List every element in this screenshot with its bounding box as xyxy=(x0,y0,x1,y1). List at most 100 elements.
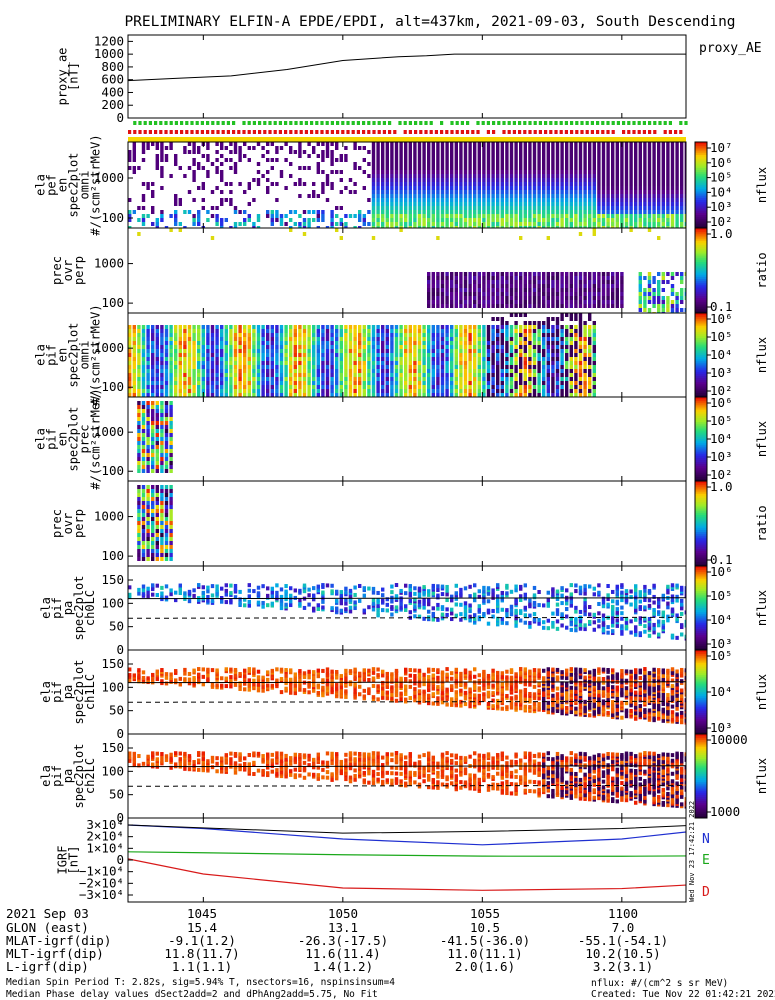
spectrogram-cell xyxy=(569,345,573,349)
spectrogram-cell xyxy=(261,353,265,357)
spectrogram-cell xyxy=(588,142,592,146)
spectrogram-cell xyxy=(436,206,440,210)
spectrogram-cell xyxy=(266,142,270,146)
spectrogram-cell xyxy=(371,178,376,182)
spectrogram-cell xyxy=(440,288,445,292)
spectrogram-cell xyxy=(638,300,642,304)
spectrogram-cell xyxy=(362,337,366,341)
spectrogram-cell xyxy=(178,381,182,385)
spectrogram-cell xyxy=(486,150,491,154)
spectrogram-cell xyxy=(440,381,445,385)
spectrogram-cell xyxy=(661,210,665,214)
spectrogram-cell xyxy=(528,341,532,345)
spectrogram-cell xyxy=(578,292,583,296)
spectrogram-cell xyxy=(486,214,491,218)
spectrogram-cell xyxy=(523,389,527,393)
spectrogram-cell xyxy=(546,186,550,190)
spectrogram-cell xyxy=(404,226,408,228)
spectrogram-cell xyxy=(266,381,270,385)
spectrogram-cell xyxy=(183,389,187,393)
pitch-cell xyxy=(220,595,224,600)
spectrogram-cell xyxy=(197,146,201,150)
spectrogram-cell xyxy=(528,186,532,190)
spectrogram-cell xyxy=(519,288,523,292)
spectrogram-cell xyxy=(229,385,233,389)
pitch-cell xyxy=(206,585,210,590)
spectrogram-cell xyxy=(385,218,389,222)
spectrogram-cell xyxy=(450,369,454,373)
spectrogram-cell xyxy=(670,292,675,296)
spectrogram-cell xyxy=(417,389,422,393)
spectrogram-cell xyxy=(514,158,518,162)
flag-mark-green xyxy=(684,121,688,125)
spectrogram-cell xyxy=(417,226,422,228)
spectrogram-cell xyxy=(661,158,665,162)
spectrogram-cell xyxy=(624,166,629,170)
spectrogram-cell xyxy=(155,533,159,537)
spectrogram-cell xyxy=(615,226,619,228)
spectrogram-cell xyxy=(197,214,201,218)
spectrogram-cell xyxy=(302,393,307,397)
spectrogram-cell xyxy=(680,214,684,218)
spectrogram-cell xyxy=(137,449,141,453)
spectrogram-cell xyxy=(486,288,491,292)
spectrogram-cell xyxy=(302,381,307,385)
spectrogram-cell xyxy=(588,284,592,288)
spectrogram-cell xyxy=(588,329,592,333)
spectrogram-cell xyxy=(652,296,656,300)
spectrogram-cell xyxy=(606,304,610,308)
spectrogram-cell xyxy=(367,349,371,353)
spectrogram-cell xyxy=(523,385,527,389)
spectrogram-cell xyxy=(569,142,573,146)
spectrogram-cell xyxy=(634,142,638,146)
spectrogram-cell xyxy=(588,361,592,365)
spectrogram-cell xyxy=(399,202,403,206)
spectrogram-cell xyxy=(330,381,334,385)
spectrogram-cell xyxy=(496,337,500,341)
spectrogram-cell xyxy=(555,190,560,194)
spectrogram-cell xyxy=(528,218,532,222)
spectrogram-cell xyxy=(132,393,136,397)
spectrogram-cell xyxy=(427,214,431,218)
spectrogram-cell xyxy=(284,349,288,353)
spectrogram-cell xyxy=(514,276,518,280)
spectrogram-cell xyxy=(266,325,270,329)
spectrogram-cell xyxy=(413,369,417,373)
spectrogram-cell xyxy=(565,337,569,341)
spectrogram-cell xyxy=(496,146,500,150)
spectrogram-cell xyxy=(206,337,210,341)
spectrogram-cell xyxy=(141,525,146,529)
spectrogram-cell xyxy=(454,349,458,353)
y-axis-label-spec1: omni xyxy=(78,171,92,200)
spectrogram-cell xyxy=(146,445,150,449)
spectrogram-cell xyxy=(256,162,261,166)
spectrogram-cell xyxy=(468,349,472,353)
spectrogram-cell xyxy=(523,206,527,210)
spectrogram-cell xyxy=(675,300,679,304)
spectrogram-cell xyxy=(569,194,573,198)
spectrogram-cell xyxy=(298,150,302,154)
spectrogram-cell xyxy=(684,292,686,296)
spectrogram-cell xyxy=(151,545,155,549)
spectrogram-cell xyxy=(440,142,445,146)
spectrogram-cell xyxy=(620,162,624,166)
spectrogram-cell xyxy=(201,154,205,158)
spectrogram-cell xyxy=(509,226,514,228)
spectrogram-cell xyxy=(463,280,468,284)
spectrogram-cell xyxy=(574,150,578,154)
spectrogram-cell xyxy=(505,288,509,292)
spectrogram-cell xyxy=(491,202,495,206)
spectrogram-cell xyxy=(643,182,647,186)
spectrogram-cell xyxy=(210,389,215,393)
spectrogram-cell xyxy=(275,337,279,341)
spectrogram-cell xyxy=(141,218,146,222)
spectrogram-cell xyxy=(620,178,624,182)
spectrogram-cell xyxy=(371,389,376,393)
spectrogram-cell xyxy=(178,166,182,170)
spectrogram-cell xyxy=(243,333,247,337)
spectrogram-cell xyxy=(174,373,178,377)
spectrogram-cell xyxy=(233,325,238,329)
flag-mark-green xyxy=(538,121,542,125)
spectrogram-cell xyxy=(647,158,652,162)
spectrogram-cell xyxy=(436,178,440,182)
